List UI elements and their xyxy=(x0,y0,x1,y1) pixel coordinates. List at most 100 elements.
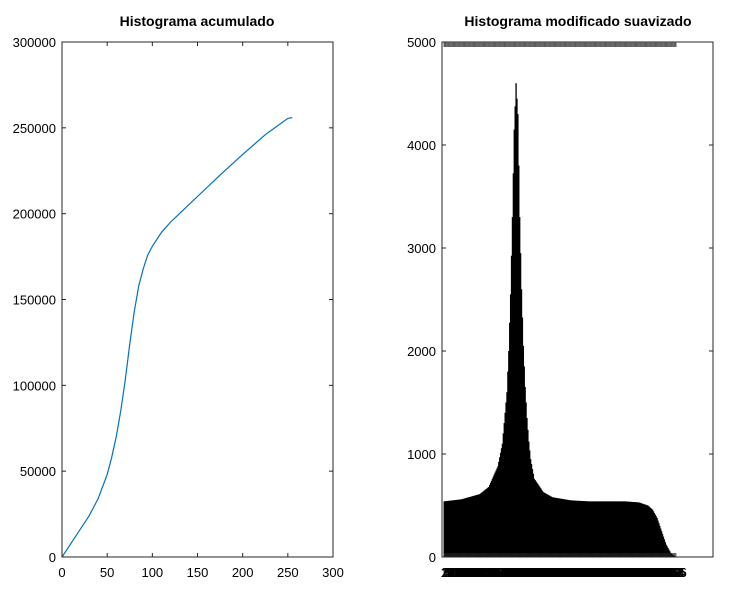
x-tick-label: 108 xyxy=(530,565,552,580)
x-tick-label: 95 xyxy=(522,565,536,580)
x-tick-label: 25 xyxy=(459,565,473,580)
bar xyxy=(558,498,560,557)
bar xyxy=(516,98,518,558)
x-tick-label: 151 xyxy=(570,565,592,580)
bar xyxy=(468,497,470,557)
x-tick-label: 105 xyxy=(528,565,550,580)
bar xyxy=(645,504,647,557)
bar xyxy=(636,502,638,557)
bar xyxy=(595,501,597,557)
x-tick-label: 5 xyxy=(444,565,451,580)
x-tick-label: 120 xyxy=(541,565,563,580)
bar xyxy=(561,498,564,557)
x-tick-label: 193 xyxy=(608,565,630,580)
bar xyxy=(650,507,652,557)
x-tick-label: 102 xyxy=(525,565,547,580)
bar xyxy=(658,523,660,557)
x-tick-label: 225 xyxy=(637,565,659,580)
bar xyxy=(642,503,645,557)
bar xyxy=(576,500,578,557)
bar xyxy=(608,501,610,557)
x-tick-label: 211 xyxy=(625,565,646,580)
bar xyxy=(655,516,657,557)
bar xyxy=(474,495,476,557)
bar xyxy=(596,501,598,557)
x-tick-label: 133 xyxy=(553,565,575,580)
bar xyxy=(589,501,591,557)
x-tick-label: 57 xyxy=(488,565,502,580)
bar xyxy=(607,501,609,557)
bar xyxy=(627,501,629,557)
x-tick-label: 114 xyxy=(536,565,557,580)
x-tick-label: 55 xyxy=(486,565,500,580)
x-tick-label: 76 xyxy=(505,565,519,580)
bar xyxy=(548,495,550,557)
x-tick-label: 70 xyxy=(500,565,514,580)
x-tick-label: 175 xyxy=(591,565,613,580)
bar xyxy=(579,500,581,557)
bar xyxy=(549,495,551,557)
bar xyxy=(481,492,484,557)
x-tick-label: 249 xyxy=(659,565,681,580)
bar xyxy=(560,498,563,557)
x-tick-label: 18 xyxy=(452,565,466,580)
x-tick-label: 149 xyxy=(568,565,590,580)
x-tick-label: 69 xyxy=(499,565,513,580)
x-tick-label: 135 xyxy=(555,565,577,580)
bar xyxy=(649,507,651,557)
x-tick-label: 224 xyxy=(636,565,658,580)
bar xyxy=(592,501,595,557)
x-tick-label: 213 xyxy=(626,565,648,580)
x-tick-label: 67 xyxy=(497,565,511,580)
bar xyxy=(517,114,519,557)
bar xyxy=(455,499,457,557)
bar xyxy=(521,317,524,557)
bar xyxy=(505,402,507,557)
bar xyxy=(447,500,449,557)
x-tick-label: 124 xyxy=(545,565,567,580)
x-tick-label: 144 xyxy=(563,565,585,580)
x-tick-label: 173 xyxy=(590,565,612,580)
bar xyxy=(541,490,544,557)
x-tick-label: 121 xyxy=(542,565,564,580)
bar xyxy=(620,501,623,557)
cumulative-histogram-chart: Histograma acumulado 0 50 100 150 200 250 3000… xyxy=(13,13,344,580)
bar xyxy=(571,500,574,557)
bar xyxy=(563,499,565,557)
bar xyxy=(463,498,465,557)
bar xyxy=(644,504,646,557)
x-tick-label: 255 xyxy=(664,565,686,580)
x-tick-label: 31 xyxy=(464,565,478,580)
series-line xyxy=(61,116,293,558)
bar xyxy=(613,501,615,557)
bar xyxy=(632,502,635,557)
x-tick-label: 217 xyxy=(630,565,652,580)
bar xyxy=(626,501,628,557)
x-tick-label: 207 xyxy=(621,565,643,580)
bar xyxy=(640,503,642,557)
x-tick-label: 235 xyxy=(646,565,668,580)
x-tick-label: 36 xyxy=(469,565,483,580)
bar xyxy=(479,493,482,557)
bar xyxy=(664,541,666,557)
bar xyxy=(495,470,497,557)
x-tick-label: 30 xyxy=(463,565,477,580)
bar xyxy=(473,495,475,557)
x-tick-label: 61 xyxy=(491,565,505,580)
bar xyxy=(615,501,617,557)
x-tick-label: 245 xyxy=(655,565,677,580)
bar xyxy=(457,499,459,557)
bar xyxy=(540,489,543,557)
bar xyxy=(593,501,595,557)
bar xyxy=(543,492,545,558)
x-tick-label: 200 xyxy=(232,565,254,580)
y-tick-label: 2000 xyxy=(407,344,436,359)
x-tick-label: 243 xyxy=(653,565,675,580)
x-tick-label: 122 xyxy=(543,565,565,580)
bar xyxy=(570,500,572,557)
x-tick-label: 101 xyxy=(524,565,546,580)
bar xyxy=(459,499,461,557)
bar xyxy=(572,500,575,557)
x-tick-label: 185 xyxy=(601,565,623,580)
bar xyxy=(656,517,658,557)
